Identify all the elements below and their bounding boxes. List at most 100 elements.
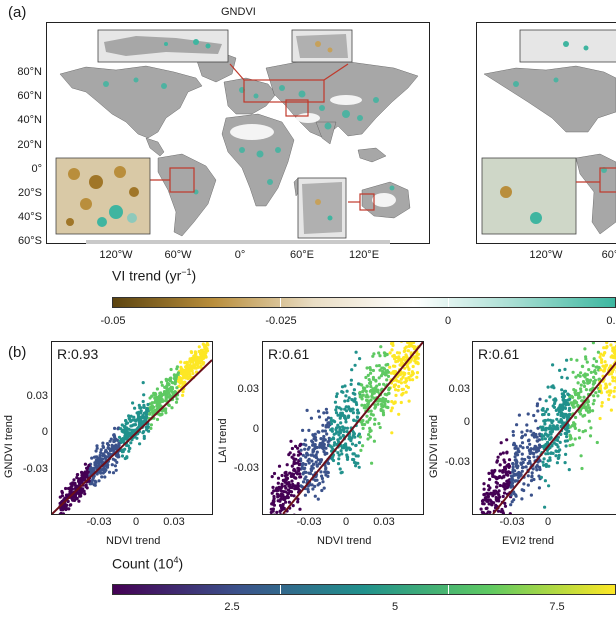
scatter-point (316, 458, 320, 462)
scatter-point (503, 467, 507, 471)
scatter-point (99, 448, 103, 452)
scatter-point (507, 458, 512, 462)
scatter-point (174, 400, 179, 404)
scatter-point (526, 483, 530, 487)
scatter-point (583, 347, 587, 351)
scatter-point (567, 412, 572, 416)
scatter-point (377, 351, 381, 355)
scatter-point (367, 433, 371, 437)
lon-label: 60°W (164, 249, 192, 261)
scatter-point (303, 447, 307, 451)
scatter-point (353, 435, 357, 439)
scatter-point (551, 451, 555, 455)
scatter-point (83, 478, 87, 482)
scatter-point (353, 392, 357, 396)
scatter-point (297, 450, 301, 454)
scatter-point (149, 426, 153, 430)
scatter-point (600, 404, 604, 408)
scatter-point (320, 474, 324, 478)
scatter-point (523, 457, 527, 462)
scatter-point (511, 433, 515, 437)
scatter-point (390, 431, 394, 435)
scatter-point (385, 378, 389, 382)
scatter-point (552, 441, 556, 445)
scatter-point (132, 423, 136, 427)
scatter-point (540, 428, 544, 432)
scatter-point (188, 363, 192, 367)
scatter-point (404, 380, 408, 384)
x-axis-title: NDVI trend (106, 535, 161, 547)
scatter-point (340, 385, 345, 389)
scatter-point (518, 444, 522, 448)
scatter-point (361, 393, 365, 397)
scatter-point (148, 411, 152, 415)
inset-amazon (55, 157, 151, 235)
scatter-point (479, 507, 483, 511)
scatter-point (557, 449, 561, 453)
second-trend-map-cropped (476, 22, 616, 244)
scatter-point (602, 346, 606, 350)
scatter-point (285, 477, 289, 481)
scatter-point (530, 471, 534, 475)
scatter-point (571, 443, 575, 447)
scatter-point (568, 397, 572, 401)
scatter-point (397, 412, 401, 416)
scatter-point (524, 465, 528, 469)
scatter-point (109, 437, 113, 441)
scatter-point (537, 438, 541, 442)
scatter-point (568, 425, 572, 429)
y-tick: -0.03 (22, 463, 48, 475)
scatter-point (527, 438, 531, 442)
scatter-point (511, 430, 515, 434)
scatter-point (325, 423, 329, 427)
scatter-point (486, 484, 491, 488)
scatter-point (495, 459, 499, 463)
scatter-point (334, 394, 339, 399)
scatter-point (358, 395, 362, 399)
scatter-point (525, 429, 529, 433)
scatter-point (500, 476, 504, 480)
scatter-point (397, 384, 401, 389)
scatter-point (322, 411, 326, 415)
scatter-point (361, 418, 365, 423)
scatter-point (613, 350, 616, 354)
scatter-point (562, 394, 567, 398)
scatter-point (520, 436, 524, 440)
scatter-point (411, 344, 415, 348)
desert-areas (230, 95, 396, 207)
scatter-point (554, 449, 558, 453)
scatter-point (528, 442, 532, 446)
scatter-point (576, 404, 580, 408)
scatter-point (399, 377, 403, 381)
scatter-point (310, 459, 314, 463)
scatter-point (556, 412, 560, 416)
scatter-point (111, 457, 115, 461)
scatter-point (199, 348, 203, 352)
scatter-point (127, 414, 131, 418)
scatter-point (282, 490, 286, 494)
scatter-point (194, 360, 198, 364)
scatter-point (301, 462, 305, 467)
scatter-point (104, 450, 109, 454)
scatter-point (195, 363, 199, 367)
scatter-point (558, 368, 562, 372)
scatter-point (374, 378, 378, 382)
scatter-point (354, 454, 358, 458)
scatter-point (576, 396, 581, 400)
scatter-point (392, 401, 396, 405)
scatter-point (301, 480, 306, 484)
scatter-point (401, 356, 405, 360)
scatter-point (357, 432, 361, 436)
scatter-point (295, 461, 300, 465)
scatter-point (397, 355, 401, 359)
scatter-point (579, 371, 583, 375)
scatter-point (588, 378, 593, 382)
scatter-point (520, 457, 524, 461)
scatter-point (391, 364, 396, 368)
scatter-point (290, 464, 294, 468)
scatter-point (556, 427, 560, 431)
scatter-point (115, 460, 119, 464)
scatter-point (481, 511, 486, 514)
scatter-point (485, 495, 489, 499)
scatter-point (98, 453, 102, 458)
